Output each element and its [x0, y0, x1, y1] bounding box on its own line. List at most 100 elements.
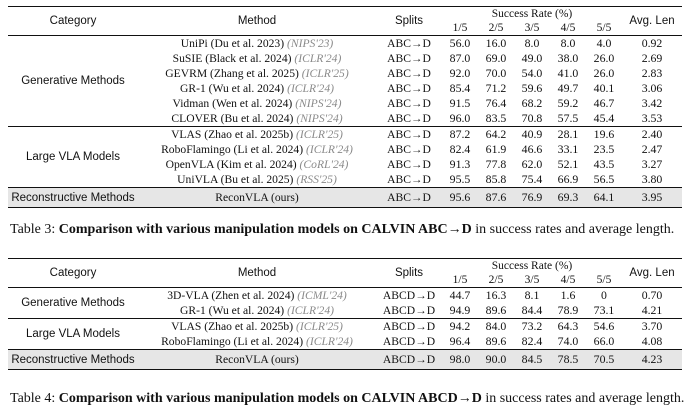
avg-len-cell: 3.06 [641, 81, 663, 95]
table-3-caption: Table 3: Comparison with various manipul… [10, 221, 686, 239]
caption-label: Table 4: [10, 391, 56, 406]
method-cell: 3D-VLA (Zhen et al. 2024) (ICML'24) [138, 287, 376, 303]
method-cell: ReconVLA (ours) [138, 349, 376, 370]
success-rate-cell: 4.0 [586, 35, 623, 51]
table-row: SuSIE (Black et al. 2024) (ICLR'24) ABC→D… [8, 51, 682, 66]
success-rate-cell: 96.0 [449, 111, 471, 125]
venue-label: (NIPS'24) [296, 112, 343, 125]
venue-label: (NIPS'23) [287, 37, 334, 50]
avg-len-cell: 3.70 [622, 318, 683, 334]
success-rate-cell: 78.5 [550, 349, 586, 370]
method-cell: GR-1 (Wu et al. 2024) (ICLR'24) [138, 81, 376, 96]
split-cell: ABCD→D [376, 287, 442, 303]
table-4-caption: Table 4: Comparison with various manipul… [10, 390, 686, 408]
table-row: GR-1 (Wu et al. 2024) (ICLR'24) ABCD→D 94.… [8, 303, 682, 319]
success-rate-cell: 83.5 [485, 111, 507, 125]
method-name: VLAS (Zhao et al. 2025b) [171, 320, 294, 333]
success-rate-cell: 84.4 [521, 303, 543, 317]
header-col-3-5: 3/5 [524, 273, 540, 286]
success-rate-cell: 8.0 [514, 35, 550, 51]
header-category: Category [8, 258, 138, 288]
success-rate-cell: 46.7 [593, 96, 615, 110]
venue-label: (ICLR'24) [287, 304, 334, 317]
table-row: RoboFlamingo (Li et al. 2024) (ICLR'24) A… [8, 142, 682, 157]
table-row: Large VLA Models VLAS (Zhao et al. 2025b)… [8, 318, 683, 350]
table-row: GEVRM (Zhang et al. 2025) (ICLR'25) ABC→D… [8, 66, 682, 81]
success-rate-cell: 95.6 [442, 187, 478, 208]
table-row: Large VLA Models VLAS (Zhao et al. 2025b)… [8, 126, 683, 188]
success-rate-cell: 78.9 [557, 303, 579, 317]
category-cell: Large VLA Models [8, 126, 138, 188]
method-cell: VLAS (Zhao et al. 2025b) (ICLR'25) [138, 318, 376, 334]
avg-len-cell: 2.83 [641, 66, 663, 80]
success-rate-cell: 76.4 [485, 96, 507, 110]
method-name: GR-1 (Wu et al. 2024) [179, 82, 285, 95]
method-cell: VLAS (Zhao et al. 2025b) (ICLR'25) [138, 126, 376, 142]
category-cell: Reconstructive Methods [8, 349, 138, 370]
ours-row: Reconstructive Methods ReconVLA (ours) ABC… [8, 349, 683, 370]
caption-rest: in success rates and average length. [471, 222, 675, 237]
success-rate-cell: 64.3 [550, 318, 586, 334]
category-cell: Generative Methods [8, 287, 138, 319]
split-cell: ABC→D [387, 143, 431, 156]
split-cell: ABCD→D [382, 304, 436, 317]
venue-label: (ICLR'24) [287, 82, 334, 95]
success-rate-cell: 82.4 [449, 142, 471, 156]
venue-label: (ICLR'24) [294, 52, 342, 65]
success-rate-cell: 59.6 [521, 81, 543, 95]
method-name: GR-1 (Wu et al. 2024) [179, 304, 285, 317]
method-cell: RoboFlamingo (Li et al. 2024) (ICLR'24) [138, 334, 376, 350]
method-name: GEVRM (Zhang et al. 2025) [165, 67, 299, 80]
success-rate-cell: 71.2 [485, 81, 507, 95]
success-rate-cell: 73.2 [514, 318, 550, 334]
header-col-2-5: 2/5 [488, 273, 504, 286]
header-splits: Splits [376, 6, 442, 36]
avg-len-cell: 3.95 [622, 187, 683, 208]
header-method: Method [138, 6, 376, 36]
success-rate-cell: 45.4 [593, 111, 615, 125]
split-cell: ABC→D [387, 97, 431, 110]
split-cell: ABC→D [387, 158, 431, 171]
avg-len-cell: 3.27 [641, 157, 663, 171]
venue-label: (NIPS'24) [295, 97, 342, 110]
avg-len-cell: 3.53 [641, 111, 663, 125]
header-col-5-5: 5/5 [596, 273, 612, 286]
venue-label: (CoRL'24) [299, 158, 349, 171]
success-rate-cell: 69.0 [485, 51, 507, 65]
success-rate-cell: 94.2 [442, 318, 478, 334]
success-rate-cell: 43.5 [593, 157, 615, 171]
method-name: UniVLA (Bu et al. 2025) [177, 173, 294, 186]
success-rate-cell: 1.6 [550, 287, 586, 303]
success-rate-cell: 26.0 [593, 51, 615, 65]
table-row: GR-1 (Wu et al. 2024) (ICLR'24) ABC→D 85.4… [8, 81, 682, 96]
method-name: VLAS (Zhao et al. 2025b) [171, 128, 294, 141]
header-avg-len: Avg. Len [622, 258, 683, 288]
caption-rest: in success rates and average length. [481, 391, 685, 406]
header-avg-len: Avg. Len [622, 6, 683, 36]
method-cell: GEVRM (Zhang et al. 2025) (ICLR'25) [138, 66, 376, 81]
success-rate-cell: 64.1 [586, 187, 623, 208]
split-cell: ABC→D [387, 173, 431, 186]
header-col-4-5: 4/5 [560, 273, 576, 286]
method-name: SuSIE (Black et al. 2024) [172, 52, 292, 65]
header-col-4-5: 4/5 [560, 21, 576, 34]
venue-label: (ICML'24) [297, 289, 347, 302]
method-name: RoboFlamingo (Li et al. 2024) [161, 143, 304, 156]
avg-len-cell: 3.42 [641, 96, 663, 110]
category-cell: Reconstructive Methods [8, 187, 138, 208]
success-rate-cell: 95.5 [449, 172, 471, 186]
split-cell: ABC→D [387, 112, 431, 125]
split-cell: ABC→D [387, 52, 431, 65]
success-rate-cell: 90.0 [478, 349, 514, 370]
success-rate-cell: 85.4 [449, 81, 471, 95]
header-subrow: 1/5 2/5 3/5 4/5 5/5 [8, 21, 682, 36]
table-row: OpenVLA (Kim et al. 2024) (CoRL'24) ABC→D… [8, 157, 682, 172]
avg-len-cell: 4.23 [622, 349, 683, 370]
split-cell: ABCD→D [376, 349, 442, 370]
avg-len-cell: 3.80 [641, 172, 663, 186]
success-rate-cell: 94.9 [449, 303, 471, 317]
venue-label: (ICLR'25) [296, 320, 343, 333]
header-col-1-5: 1/5 [452, 273, 468, 286]
success-rate-cell: 70.5 [586, 349, 623, 370]
success-rate-cell: 66.0 [593, 334, 615, 348]
